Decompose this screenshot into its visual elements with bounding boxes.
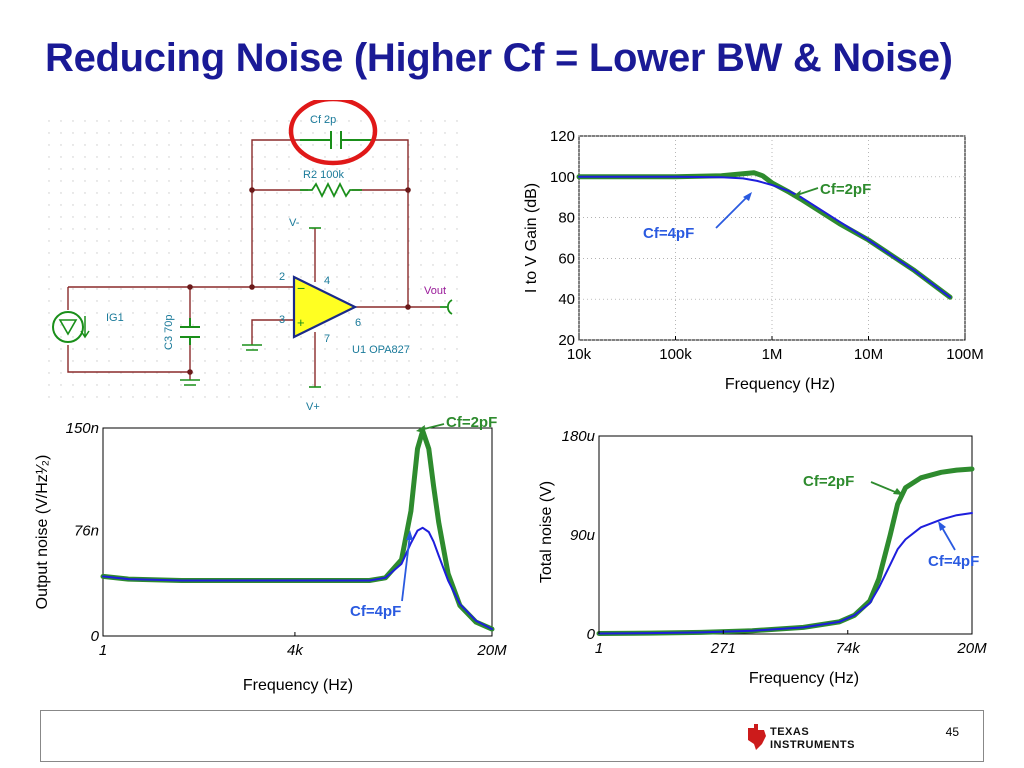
- output-noise-chart: 150n 76n 0 1 4k 20M Output noise (V/Hz¹⁄₂) F…: [34, 414, 507, 694]
- gain-y-tick-label: 100: [550, 169, 575, 186]
- total-x-tick-label: 271: [710, 640, 736, 657]
- page-number: 45: [945, 725, 959, 739]
- gain-x-tick-label: 100M: [946, 346, 984, 363]
- gain-y-tick-label: 20: [558, 332, 575, 349]
- gain-y-axis-label: I to V Gain (dB): [523, 183, 540, 293]
- total-cf4-annotation: Cf=4pF: [928, 553, 979, 570]
- u1-label: U1 OPA827: [352, 344, 410, 356]
- svg-text:INSTRUMENTS: INSTRUMENTS: [770, 739, 855, 751]
- noise-x-tick-label: 4k: [287, 642, 304, 659]
- total-x-tick-label: 20M: [956, 640, 987, 657]
- gain-cf2-annotation: Cf=2pF: [820, 181, 871, 198]
- gain-x-tick-label: 10M: [854, 346, 883, 363]
- gain-x-tick-label: 100k: [659, 346, 692, 363]
- gain-x-tick-label: 10k: [567, 346, 592, 363]
- c3-capacitor: [180, 318, 200, 345]
- noise-y-tick-label: 76n: [74, 523, 99, 540]
- gain-chart: 120 100 80 60 40 20 10k 100k 1M 10M 100M I to V G…: [523, 128, 984, 393]
- pin-4-label: 4: [324, 275, 330, 287]
- total-y-tick-label: 90u: [570, 527, 596, 544]
- total-y-tick-label: 0: [587, 626, 596, 643]
- gain-cf4-annotation: Cf=4pF: [643, 225, 694, 242]
- pin-2-label: 2: [279, 271, 285, 283]
- noise-x-axis-label: Frequency (Hz): [243, 677, 353, 694]
- vout-label: Vout: [424, 285, 446, 297]
- gain-x-tick-label: 1M: [762, 346, 783, 363]
- noise-cf2-annotation: Cf=2pF: [446, 414, 497, 431]
- slide-title: Reducing Noise (Higher Cf = Lower BW & N…: [45, 36, 953, 80]
- texas-instruments-logo: TEXAS INSTRUMENTS: [744, 720, 884, 752]
- gain-y-tick-label: 60: [558, 250, 575, 267]
- noise-y-tick-label: 0: [91, 628, 100, 645]
- vplus-label: V+: [306, 401, 320, 410]
- noise-x-tick-label: 20M: [476, 642, 507, 659]
- svg-text:+: +: [297, 315, 305, 330]
- gain-x-axis-label: Frequency (Hz): [725, 376, 835, 393]
- total-series-cf4pf-line: [598, 512, 973, 635]
- pin-7-label: 7: [324, 333, 330, 345]
- total-noise-chart: 180u 90u 0 1 271 74k 20M Total noise (V) Freq…: [538, 428, 987, 687]
- opamp-u1: − +: [292, 275, 358, 339]
- svg-text:TEXAS: TEXAS: [770, 726, 809, 738]
- gain-cf4-annotation-arrow: [715, 193, 751, 229]
- ground-symbol: [180, 344, 262, 386]
- ti-map-icon: [748, 724, 766, 750]
- cf-label: Cf 2p: [310, 114, 336, 126]
- total-x-tick-label: 1: [595, 640, 603, 657]
- total-y-tick-label: 180u: [562, 428, 596, 445]
- vminus-label: V-: [289, 217, 300, 229]
- total-x-tick-label: 74k: [836, 640, 862, 657]
- gain-series-cf4pf-line: [578, 175, 952, 299]
- noise-cf4-annotation: Cf=4pF: [350, 603, 401, 620]
- cf-highlight-circle: [288, 100, 378, 166]
- noise-x-tick-label: 1: [99, 642, 107, 659]
- noise-y-axis-label: Output noise (V/Hz¹⁄₂): [34, 455, 51, 610]
- ig1-current-source: [52, 311, 90, 343]
- total-y-axis-label: Total noise (V): [538, 481, 555, 583]
- circuit-schematic: Cf 2p R2 100k C3 70p IG1 V- V+ − + 2 3 4…: [40, 100, 465, 410]
- r2-label: R2 100k: [303, 169, 344, 181]
- gain-y-tick-label: 40: [558, 291, 575, 308]
- noise-series-cf4pf-line: [102, 526, 493, 631]
- vout-connector-icon: [440, 299, 453, 315]
- total-x-axis-label: Frequency (Hz): [749, 670, 859, 687]
- pin-6-label: 6: [355, 317, 361, 329]
- r2-resistor: [300, 181, 362, 199]
- gain-y-tick-label: 120: [550, 128, 575, 145]
- ig1-label: IG1: [106, 312, 124, 324]
- noise-cf4-annotation-arrow: [401, 533, 411, 602]
- noise-y-tick-label: 150n: [66, 420, 99, 437]
- pin-3-label: 3: [279, 314, 285, 326]
- total-cf2-annotation: Cf=2pF: [803, 473, 854, 490]
- gain-y-tick-label: 80: [558, 210, 575, 227]
- cf-capacitor: [300, 131, 372, 149]
- c3-label: C3 70p: [163, 315, 175, 350]
- footer-bar: TEXAS INSTRUMENTS 45: [40, 710, 984, 762]
- svg-text:−: −: [297, 280, 305, 296]
